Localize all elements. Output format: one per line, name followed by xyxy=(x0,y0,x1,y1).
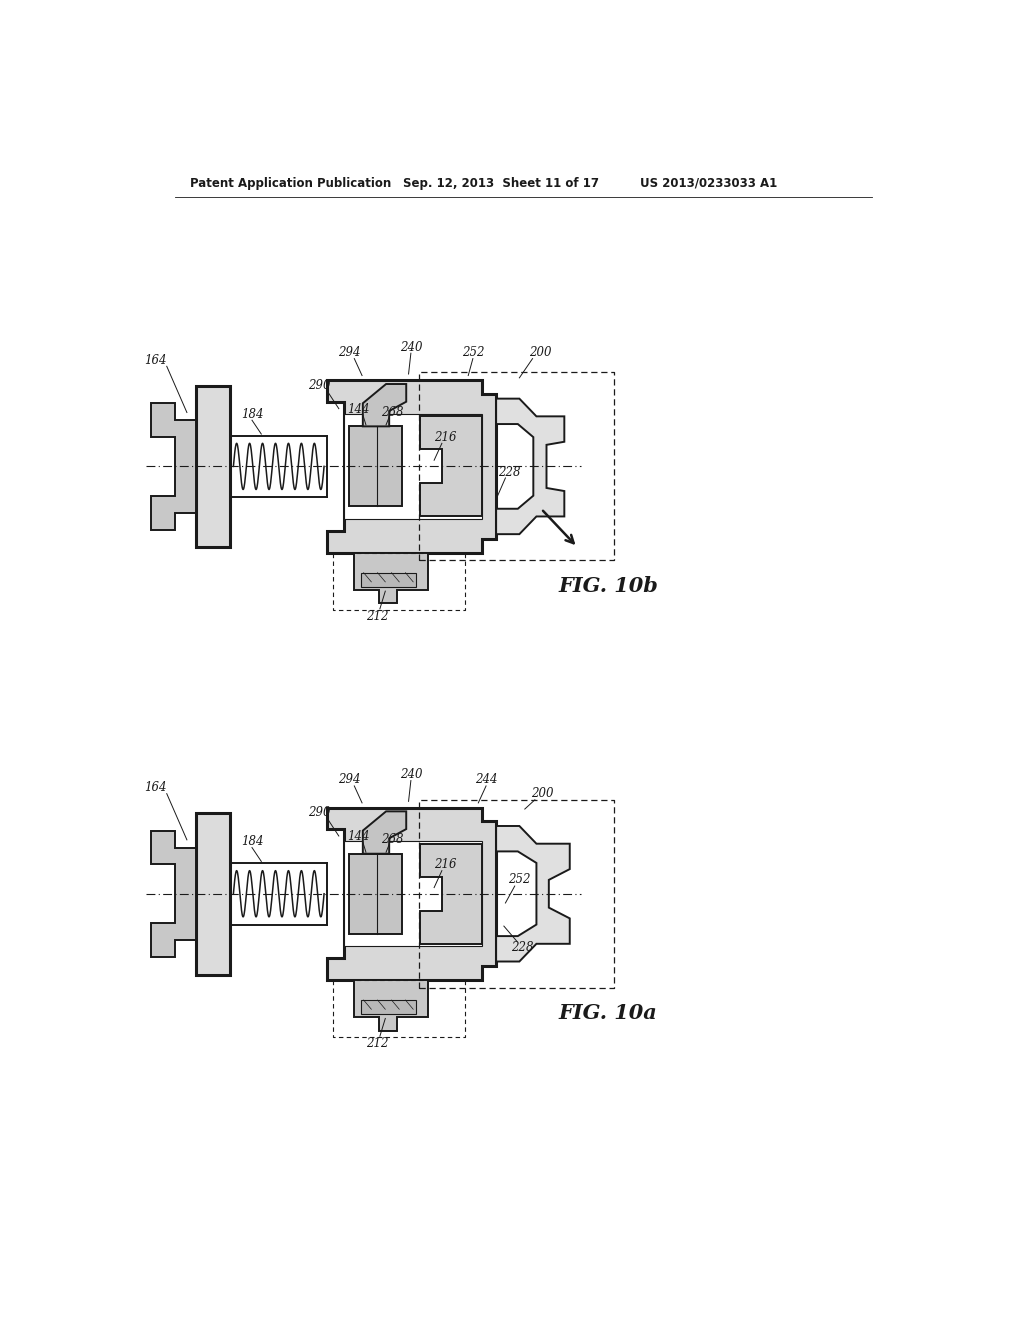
Text: 268: 268 xyxy=(381,407,403,418)
Text: 212: 212 xyxy=(367,1038,389,1051)
Text: 268: 268 xyxy=(381,833,403,846)
Polygon shape xyxy=(152,404,197,529)
Polygon shape xyxy=(496,399,564,535)
Text: Patent Application Publication: Patent Application Publication xyxy=(190,177,391,190)
Bar xyxy=(197,385,230,548)
Text: 144: 144 xyxy=(347,830,370,843)
Text: 212: 212 xyxy=(367,610,389,623)
Polygon shape xyxy=(420,843,482,944)
Text: FIG. 10a: FIG. 10a xyxy=(558,1003,656,1023)
Text: 290: 290 xyxy=(308,379,331,392)
Text: 240: 240 xyxy=(399,341,422,354)
Text: 252: 252 xyxy=(508,874,530,887)
Polygon shape xyxy=(354,979,428,1031)
Text: 144: 144 xyxy=(347,403,370,416)
Polygon shape xyxy=(496,826,569,961)
Polygon shape xyxy=(328,380,496,553)
Text: 228: 228 xyxy=(498,466,520,479)
Text: 216: 216 xyxy=(434,858,457,871)
Bar xyxy=(344,841,482,946)
Polygon shape xyxy=(354,553,428,603)
Text: 184: 184 xyxy=(241,408,263,421)
Text: 244: 244 xyxy=(475,774,498,787)
Text: Sep. 12, 2013  Sheet 11 of 17: Sep. 12, 2013 Sheet 11 of 17 xyxy=(403,177,599,190)
Text: 290: 290 xyxy=(308,807,331,820)
Text: 200: 200 xyxy=(529,346,552,359)
Text: 252: 252 xyxy=(462,346,484,359)
Text: US 2013/0233033 A1: US 2013/0233033 A1 xyxy=(640,177,777,190)
Polygon shape xyxy=(362,384,407,426)
Bar xyxy=(344,414,482,519)
Bar xyxy=(349,854,401,933)
Text: 294: 294 xyxy=(338,346,360,359)
Polygon shape xyxy=(362,812,407,854)
Text: 294: 294 xyxy=(338,774,360,787)
Text: 200: 200 xyxy=(531,787,554,800)
Text: 164: 164 xyxy=(144,781,167,795)
Bar xyxy=(360,1001,417,1014)
Text: 228: 228 xyxy=(511,941,534,954)
Bar xyxy=(360,573,417,586)
Text: 216: 216 xyxy=(434,430,457,444)
Text: 164: 164 xyxy=(144,354,167,367)
Polygon shape xyxy=(152,830,197,957)
Polygon shape xyxy=(420,416,482,516)
Text: 240: 240 xyxy=(399,768,422,781)
Bar xyxy=(349,426,401,507)
Polygon shape xyxy=(328,808,496,979)
Text: 184: 184 xyxy=(241,834,263,847)
Text: FIG. 10b: FIG. 10b xyxy=(558,576,658,595)
Bar xyxy=(197,813,230,974)
